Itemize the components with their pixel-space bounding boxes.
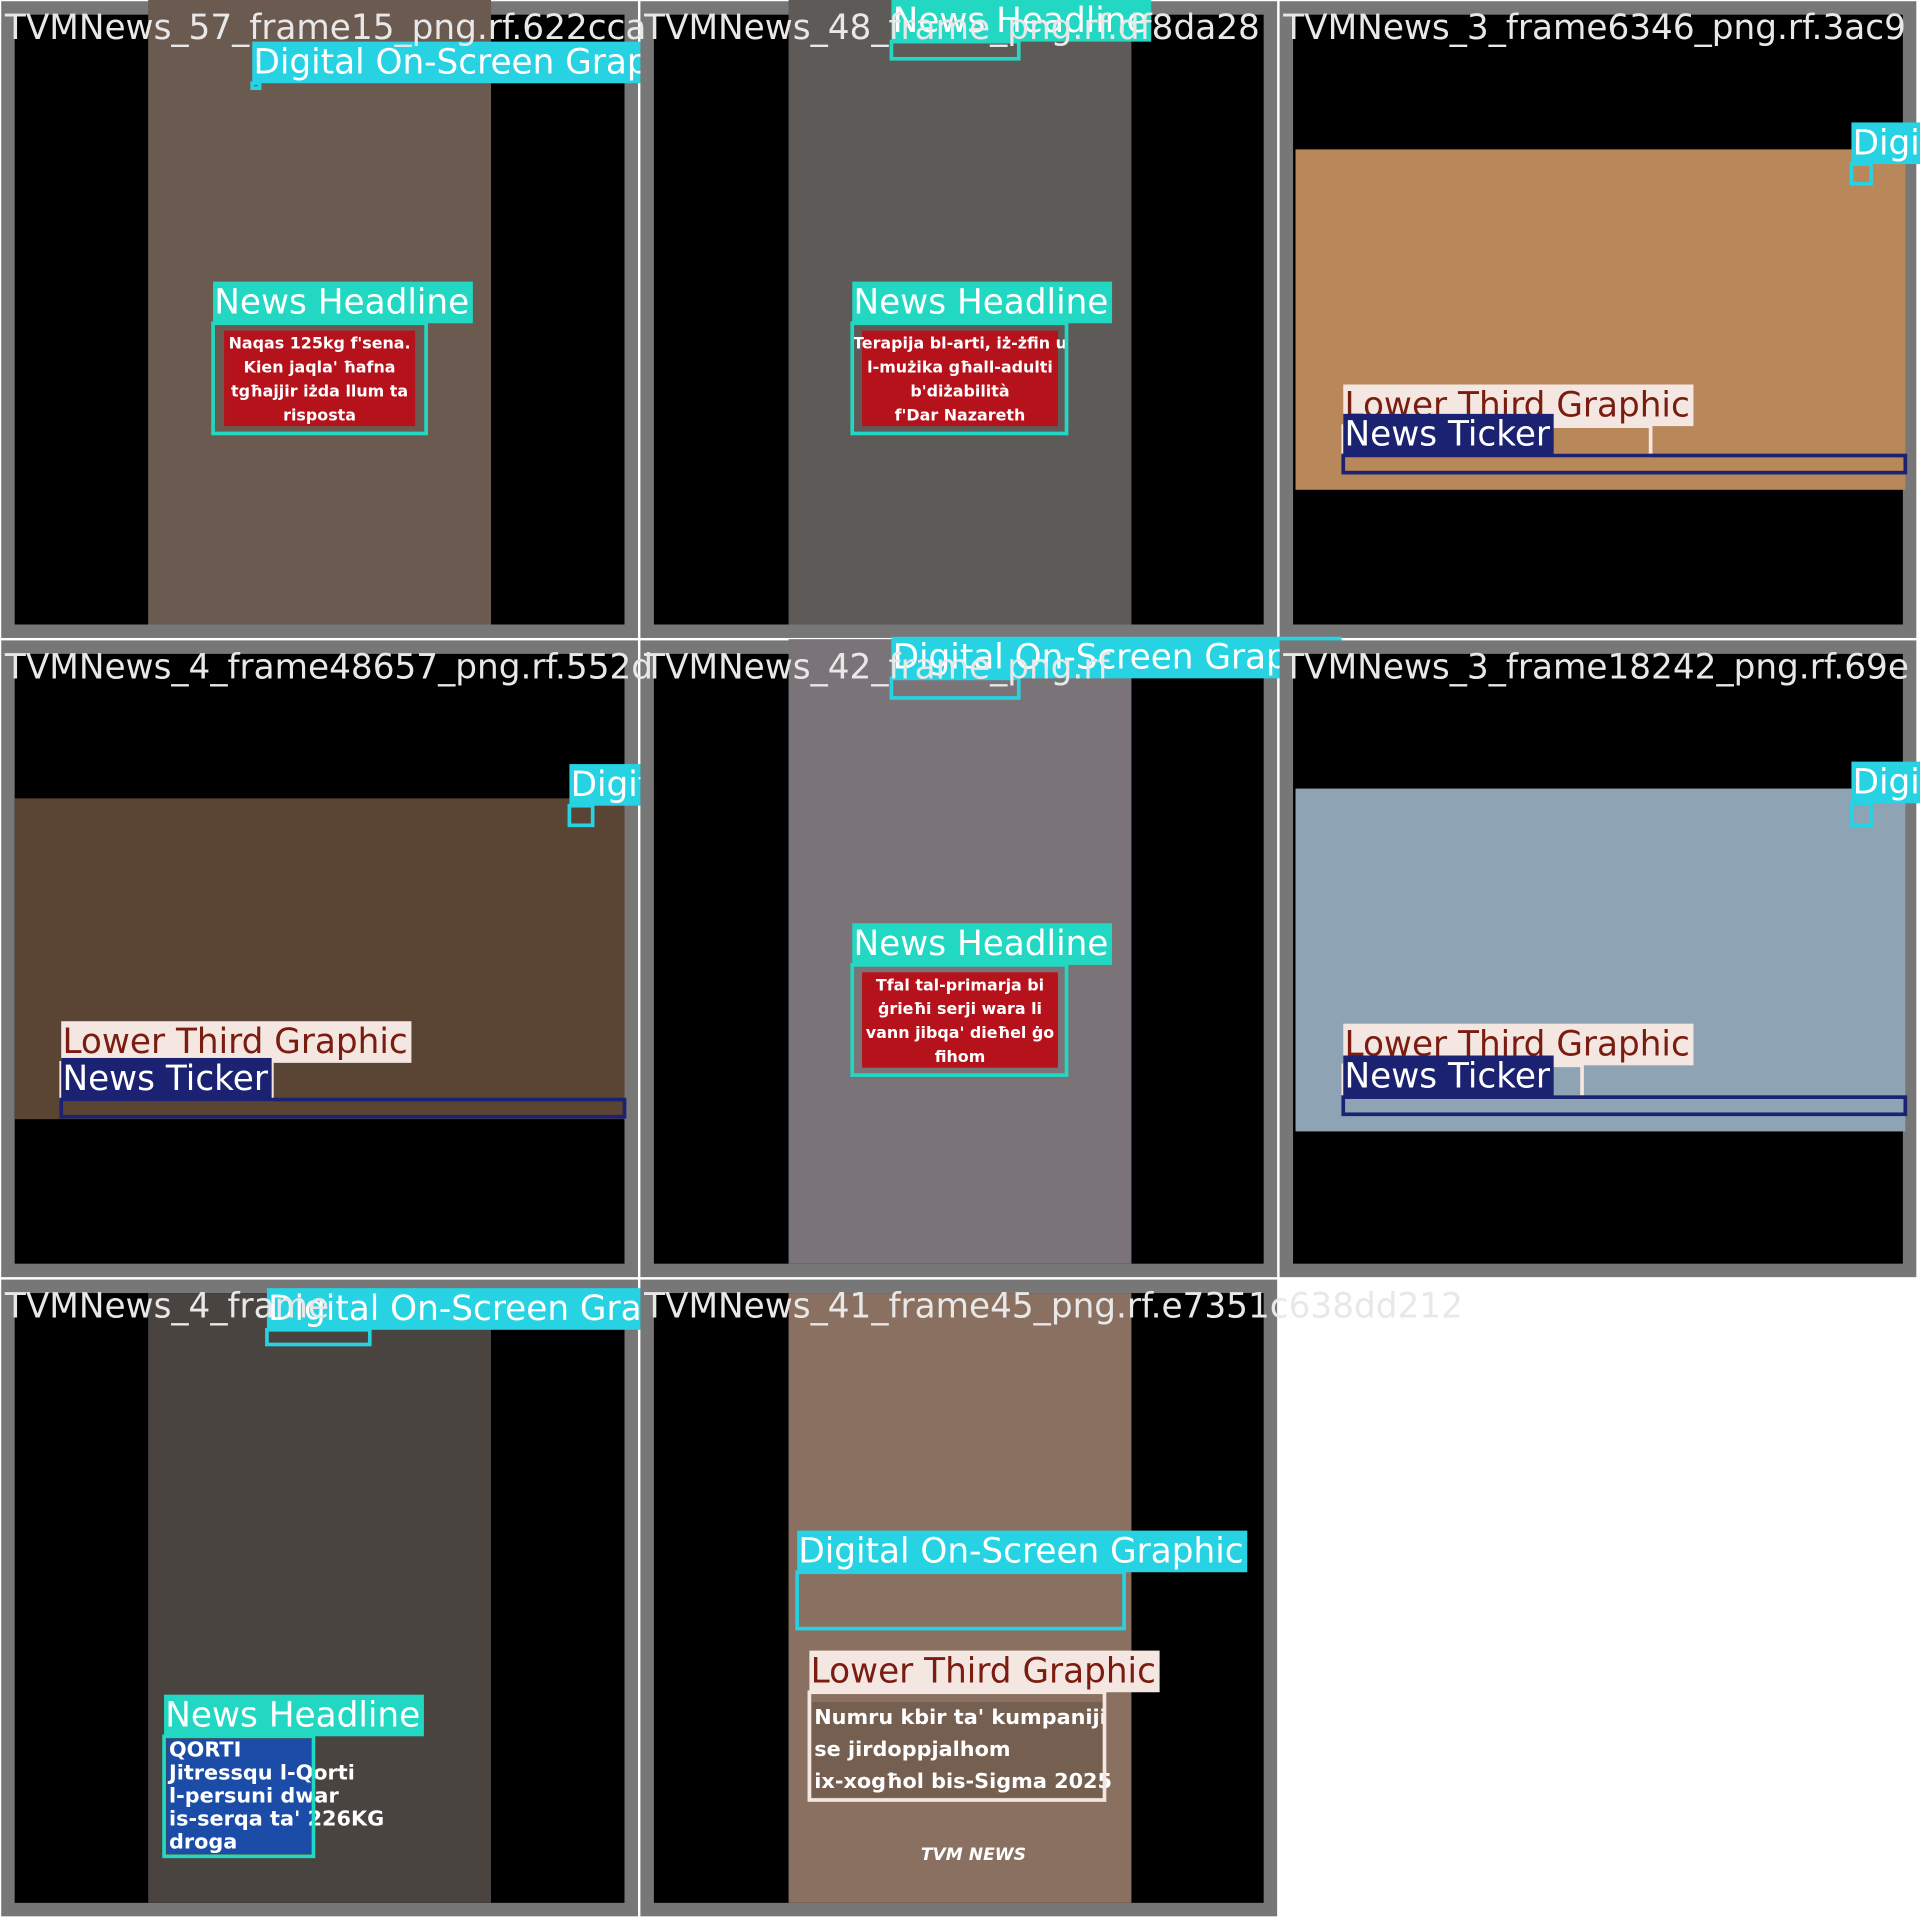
bounding-box	[59, 1097, 627, 1119]
overlay-line: is-serqa ta' 226KG	[169, 1806, 384, 1830]
headline-card	[862, 330, 1058, 427]
box-label-bg	[1343, 413, 1554, 456]
box-label-bg	[852, 281, 1113, 324]
headline-card	[862, 972, 1058, 1068]
box-label-bg	[797, 1530, 1248, 1573]
caption-bg	[811, 1702, 1106, 1798]
box-label-bg	[61, 1057, 272, 1100]
overlay-line: se jirdoppjalhom	[814, 1737, 1010, 1761]
box-label-bg	[61, 1021, 412, 1063]
box-label: Digital On-Screen Graphic	[1853, 762, 1920, 802]
overlay-line: Naqas 125kg f'sena.	[229, 334, 411, 353]
filename: TVMNews_41_frame45_png.rf.e7351c638dd212	[643, 1287, 1463, 1327]
overlay-line: risposta	[283, 405, 356, 424]
tvm-logo: TVM NEWS	[921, 1845, 1026, 1865]
box-label: News Ticker	[1344, 415, 1550, 455]
overlay-line: b'diżabilità	[910, 381, 1009, 400]
overlay-line: Numru kbir ta' kumpaniji	[814, 1705, 1107, 1729]
overlay-line: droga	[169, 1829, 237, 1853]
overlay-line: QORTI	[169, 1737, 241, 1761]
box-label: News Headline	[214, 282, 469, 322]
filename: TVMNews_4_frame	[4, 1287, 329, 1327]
overlay-line: f'Dar Nazareth	[895, 405, 1026, 424]
overlay-line: fihom	[935, 1047, 986, 1066]
box-label: Digital On-Screen Graphic	[1853, 123, 1920, 163]
box-label: Digital On-Screen Graphic	[253, 42, 698, 82]
photo	[788, 1293, 1132, 1903]
box-label-bg	[252, 41, 703, 84]
box-label-bg	[1851, 761, 1920, 804]
box-label: Digital On-Screen Graphic	[268, 1289, 713, 1329]
box-label: News Ticker	[1344, 1056, 1550, 1096]
box-label-bg	[1851, 122, 1920, 165]
overlay-line: Terapija bl-arti, iż-żfin u	[853, 334, 1067, 353]
filename: TVMNews_3_frame6346_png.rf.3ac9	[1282, 8, 1906, 48]
box-label-bg	[213, 281, 473, 324]
overlay-line: Tfal tal-primarja bi	[876, 975, 1044, 994]
headline-card	[224, 330, 416, 427]
filename: TVMNews_3_frame18242_png.rf.69e	[1282, 647, 1909, 687]
box-label-bg	[809, 1650, 1160, 1693]
overlay-line: ix-xogħol bis-Sigma 2025	[814, 1769, 1112, 1793]
box-label: Lower Third Graphic	[811, 1651, 1156, 1691]
caption-bg	[166, 1738, 312, 1854]
overlay-line: l-mużika għall-adulti	[867, 358, 1053, 377]
box-label: News Headline	[853, 282, 1108, 322]
box-label-bg	[891, 0, 1152, 42]
filename: TVMNews_42_frame_png.rf	[643, 647, 1110, 687]
overlay-line: Jitressqu l-Qorti	[167, 1760, 355, 1784]
overlay-line: tgħajjir iżda llum ta	[231, 381, 408, 400]
box-label-bg	[852, 923, 1113, 965]
box-label-bg	[891, 636, 1342, 679]
box-label-bg	[1343, 1055, 1554, 1098]
overlay-line: ġrieħi serji wara li	[878, 999, 1042, 1018]
overlay-line: Kien jaqla' ħafna	[244, 358, 396, 377]
box-label-bg	[164, 1694, 424, 1737]
bounding-box	[1341, 1095, 1908, 1117]
box-label: News Headline	[165, 1696, 420, 1736]
box-label: Digital On-Screen Graphic	[893, 638, 1338, 678]
filename: TVMNews_48_frame_png.rf.df8da28	[643, 8, 1260, 48]
box-label: Digital On-Screen Graphic	[798, 1531, 1243, 1571]
bounding-box	[1341, 453, 1908, 475]
box-label: Lower Third Graphic	[62, 1022, 407, 1062]
overlay-line: l-persuni dwar	[169, 1783, 340, 1807]
box-label: News Headline	[853, 924, 1108, 964]
box-label: News Headline	[893, 1, 1148, 41]
box-label: News Ticker	[62, 1059, 268, 1099]
filename: TVMNews_4_frame48657_png.rf.552d	[4, 647, 653, 687]
overlay-line: vann jibqa' dieħel ġo	[866, 1023, 1054, 1042]
filename: TVMNews_57_frame15_png.rf.622cca	[4, 8, 646, 48]
